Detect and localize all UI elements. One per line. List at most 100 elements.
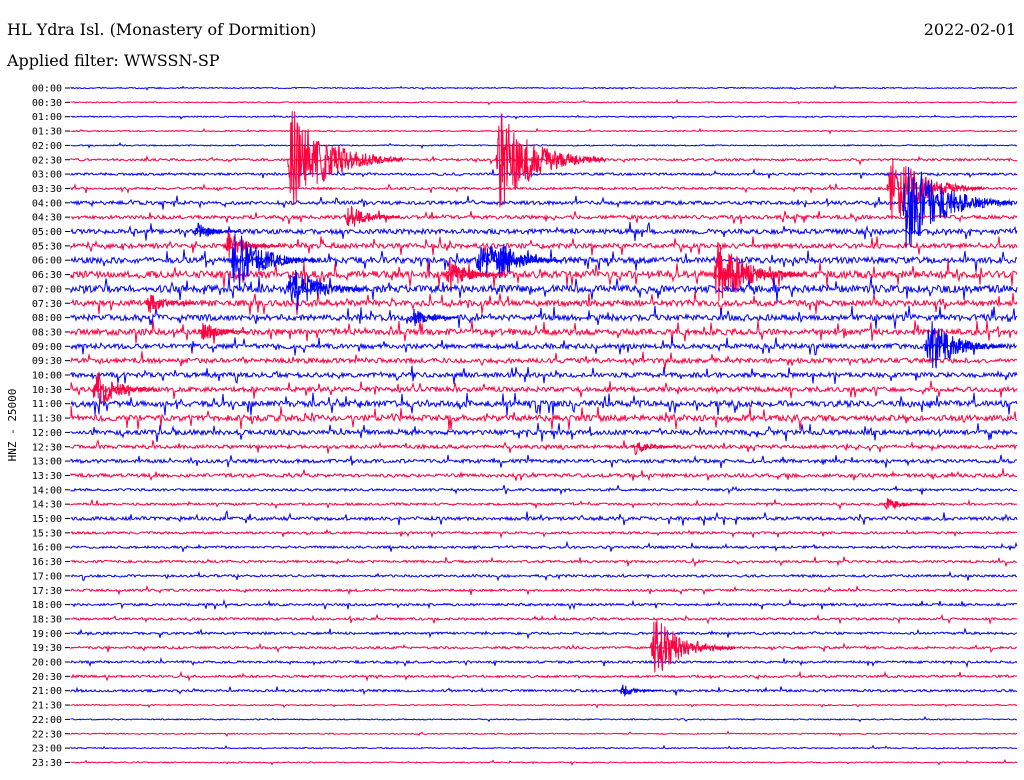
trace-1700 (70, 570, 1018, 582)
trace-0300 (70, 168, 1018, 179)
trace-0600 (70, 249, 1018, 272)
trace-0100 (70, 114, 1018, 120)
trace-1230 (70, 438, 1018, 454)
tick-label: 01:30 (32, 127, 62, 138)
tick-label: 03:00 (32, 170, 62, 181)
trace-0530 (70, 236, 1018, 256)
tick-label: 15:30 (32, 528, 62, 539)
tick-label: 00:00 (32, 84, 62, 95)
trace-1500 (70, 510, 1018, 526)
trace-1330 (70, 468, 1018, 482)
event-waveform (230, 233, 317, 289)
event-waveform (444, 258, 506, 290)
trace-1300 (70, 454, 1018, 468)
event-waveform (344, 205, 400, 227)
event-waveform (145, 294, 196, 313)
trace-2000 (70, 656, 1018, 669)
trace-1730 (70, 584, 1018, 596)
trace-0000 (70, 84, 1017, 91)
trace-0630 (70, 260, 1018, 289)
tick-label: 17:30 (32, 586, 62, 597)
tick-label: 15:00 (32, 514, 62, 525)
tick-label: 11:30 (32, 414, 62, 425)
event-waveform (287, 270, 363, 311)
tick-label: 08:00 (32, 313, 62, 324)
tick-label: 13:00 (32, 457, 62, 468)
tick-label: 16:30 (32, 557, 62, 568)
trace-0130 (70, 127, 1018, 135)
trace-1800 (70, 598, 1018, 611)
trace-1830 (70, 613, 1018, 625)
record-date: 2022-02-01 (923, 20, 1016, 39)
event-waveform (712, 242, 804, 302)
event-waveform (192, 222, 242, 238)
tick-label: 14:00 (32, 485, 62, 496)
trace-0800 (70, 305, 1018, 329)
tick-label: 04:00 (32, 198, 62, 209)
tick-label: 10:30 (32, 385, 62, 396)
trace-1130 (70, 406, 1018, 431)
trace-0430 (70, 210, 1018, 225)
event-waveform (287, 111, 403, 206)
trace-1630 (70, 556, 1017, 568)
tick-label: 05:30 (32, 241, 62, 252)
trace-1900 (70, 627, 1018, 640)
tick-label: 19:30 (32, 643, 62, 654)
trace-1600 (70, 540, 1018, 553)
tick-label: 06:00 (32, 256, 62, 267)
trace-2130 (70, 703, 1018, 709)
trace-2030 (70, 670, 1018, 682)
tick-label: 14:30 (32, 500, 62, 511)
filter-label: Applied filter: WWSSN-SP (7, 51, 220, 70)
tick-label: 12:30 (32, 442, 62, 453)
tick-label: 07:00 (32, 284, 62, 295)
tick-label: 06:30 (32, 270, 62, 281)
trace-1200 (70, 422, 1018, 442)
trace-1100 (70, 392, 1018, 416)
trace-1430 (70, 498, 1018, 511)
trace-2230 (70, 730, 1018, 737)
trace-0230 (70, 154, 1018, 166)
event-waveform (476, 245, 548, 278)
trace-lines (70, 84, 1018, 766)
tick-label: 04:30 (32, 213, 62, 224)
trace-1030 (70, 380, 1018, 399)
y-axis-label: HNZ - 25000 (6, 389, 19, 462)
tick-label: 20:30 (32, 672, 62, 683)
event-waveform (630, 442, 677, 456)
tick-label: 20:00 (32, 658, 62, 669)
tick-label: 17:00 (32, 571, 62, 582)
time-tick-labels: 00:00 00:30 01:00 01:30 02:00 02:30 03:00 03:30… (32, 84, 70, 769)
trace-2100 (70, 686, 1018, 696)
tick-label: 19:00 (32, 629, 62, 640)
trace-2200 (70, 715, 1018, 723)
trace-1400 (70, 484, 1018, 496)
tick-label: 22:30 (32, 729, 62, 740)
tick-label: 08:30 (32, 327, 62, 338)
trace-1930 (70, 641, 1017, 654)
tick-label: 16:00 (32, 543, 62, 554)
event-waveform (886, 158, 983, 218)
trace-0700 (70, 275, 1018, 304)
tick-label: 02:00 (32, 141, 62, 152)
tick-label: 09:30 (32, 356, 62, 367)
tick-label: 10:00 (32, 371, 62, 382)
event-waveform (924, 321, 1006, 369)
trace-0200 (70, 141, 1018, 150)
event-waveform (902, 166, 1013, 248)
event-waveform (198, 322, 250, 340)
tick-label: 23:00 (32, 744, 62, 755)
trace-2330 (70, 758, 1018, 766)
tick-label: 21:30 (32, 701, 62, 712)
tick-label: 02:30 (32, 155, 62, 166)
tick-label: 18:30 (32, 614, 62, 625)
event-waveform (495, 113, 607, 208)
tick-label: 05:00 (32, 227, 62, 238)
event-waveforms (91, 111, 1013, 698)
trace-0030 (70, 98, 1018, 106)
trace-0330 (70, 183, 1018, 195)
trace-2300 (70, 744, 1017, 750)
tick-label: 09:00 (32, 342, 62, 353)
tick-label: 03:30 (32, 184, 62, 195)
event-waveform (618, 684, 662, 698)
